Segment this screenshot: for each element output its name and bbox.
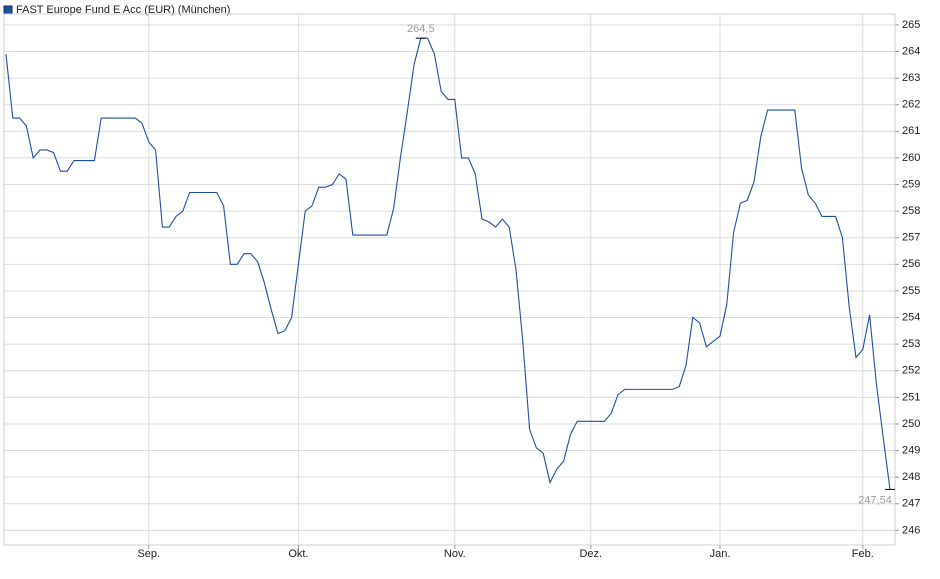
x-tick-label: Feb. [852, 548, 874, 560]
value-label: 247,54 [858, 494, 892, 506]
y-tick-label: 248 [902, 471, 920, 483]
y-tick-label: 261 [902, 125, 920, 137]
y-tick-label: 246 [902, 524, 920, 536]
y-tick-label: 249 [902, 444, 920, 456]
y-tick-label: 263 [902, 72, 920, 84]
y-tick-label: 257 [902, 232, 920, 244]
y-tick-label: 251 [902, 391, 920, 403]
plot-frame [3, 13, 896, 546]
y-tick-label: 253 [902, 338, 920, 350]
y-tick-label: 260 [902, 152, 920, 164]
y-tick-label: 259 [902, 178, 920, 190]
y-tick-label: 265 [902, 19, 920, 31]
price-line [5, 37, 891, 490]
y-tick-label: 254 [902, 311, 920, 323]
x-tick-label: Nov. [444, 548, 466, 560]
legend-swatch [3, 5, 13, 15]
y-tick-label: 264 [902, 45, 920, 57]
legend-label: FAST Europe Fund E Acc (EUR) (München) [16, 4, 230, 16]
y-tick-label: 258 [902, 205, 920, 217]
y-tick-label: 250 [902, 418, 920, 430]
y-tick-label: 247 [902, 498, 920, 510]
x-tick-label: Sep. [137, 548, 160, 560]
y-tick-label: 256 [902, 258, 920, 270]
y-tick-label: 255 [902, 285, 920, 297]
x-tick-label: Okt. [288, 548, 308, 560]
y-tick-label: 252 [902, 365, 920, 377]
value-label: 264,5 [407, 23, 435, 35]
x-tick-label: Jan. [710, 548, 731, 560]
y-tick-label: 262 [902, 99, 920, 111]
x-tick-label: Dez. [579, 548, 602, 560]
